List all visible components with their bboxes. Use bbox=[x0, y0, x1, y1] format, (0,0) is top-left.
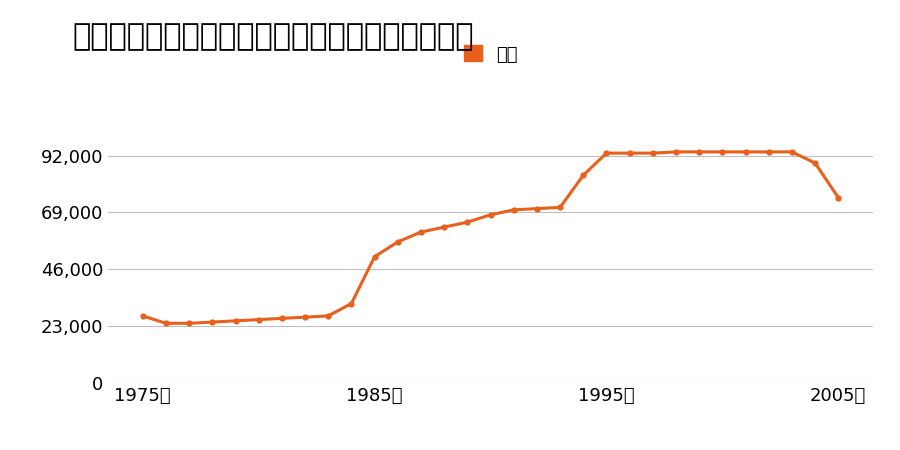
Legend: 価格: 価格 bbox=[464, 45, 518, 63]
Text: 福井県越前市南元町九字三反草６番１の地価推移: 福井県越前市南元町九字三反草６番１の地価推移 bbox=[72, 22, 473, 51]
